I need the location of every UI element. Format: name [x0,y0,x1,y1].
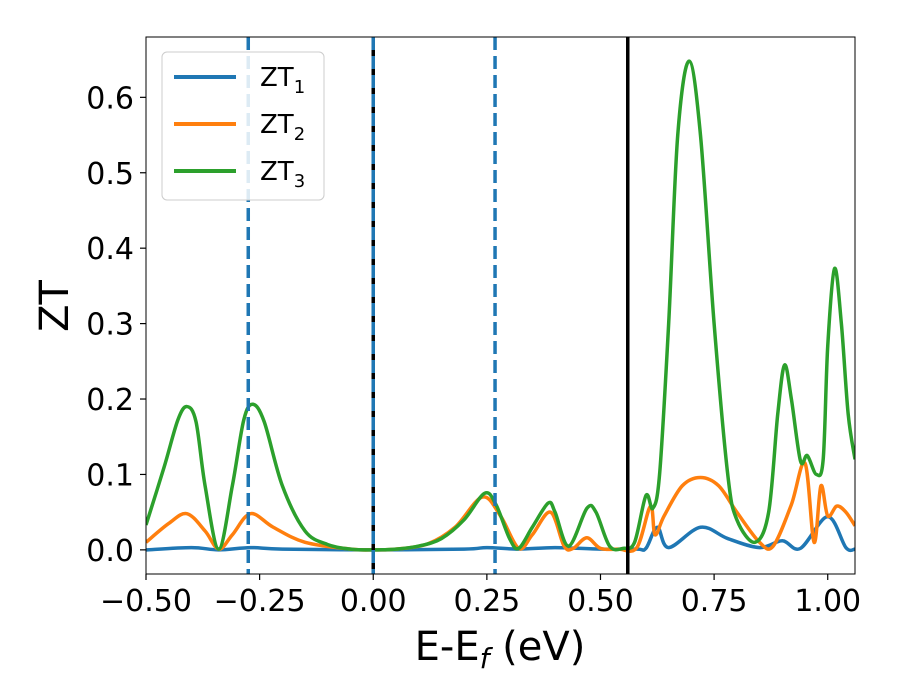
x-tick-label: 0.25 [453,584,520,619]
y-tick-label: 0.4 [86,232,134,267]
legend-label-zt3-subscript: 3 [294,171,305,192]
legend-label-zt3-main: ZT [260,157,294,187]
y-axis-label: ZT [32,280,78,332]
x-tick-label: 0.00 [340,584,407,619]
x-tick-label: 0.75 [681,584,748,619]
plot-lines [146,59,855,553]
legend-box [161,51,325,201]
series-line-zt3 [146,59,855,552]
x-axis-ticks: −0.50 −0.25 0.00 0.25 0.50 0.75 1.00 [100,574,861,619]
legend-label-zt2-main: ZT [260,110,294,140]
series-line-zt1 [146,514,855,553]
y-tick-label: 0.5 [86,157,134,192]
y-axis-ticks: 0.0 0.1 0.2 0.3 0.4 0.5 0.6 [86,81,146,569]
y-tick-label: 0.2 [86,383,134,418]
y-tick-label: 0.0 [86,534,134,569]
x-tick-label: 1.00 [794,584,861,619]
x-axis-label-main: E-E [415,624,480,670]
legend-label-zt1: ZT1 [260,63,305,98]
legend-label-zt3: ZT3 [260,157,305,192]
vertical-reference-lines [246,37,630,574]
legend-label-zt2: ZT2 [260,110,305,145]
x-axis-label-unit: (eV) [489,624,585,670]
x-tick-label: 0.50 [567,584,634,619]
y-tick-label: 0.3 [86,308,134,343]
y-tick-label: 0.1 [86,458,134,493]
y-tick-label: 0.6 [86,81,134,116]
legend-label-zt1-subscript: 1 [294,77,305,98]
x-tick-label: −0.50 [100,584,192,619]
legend-label-zt1-main: ZT [260,63,294,93]
x-tick-label: −0.25 [214,584,306,619]
plot-frame [145,36,856,575]
legend: ZT1 ZT2 ZT3 [161,51,325,201]
x-axis-label: E-Ef (eV) [415,624,586,675]
legend-label-zt2-subscript: 2 [294,124,305,145]
series-line-zt2 [146,460,855,553]
